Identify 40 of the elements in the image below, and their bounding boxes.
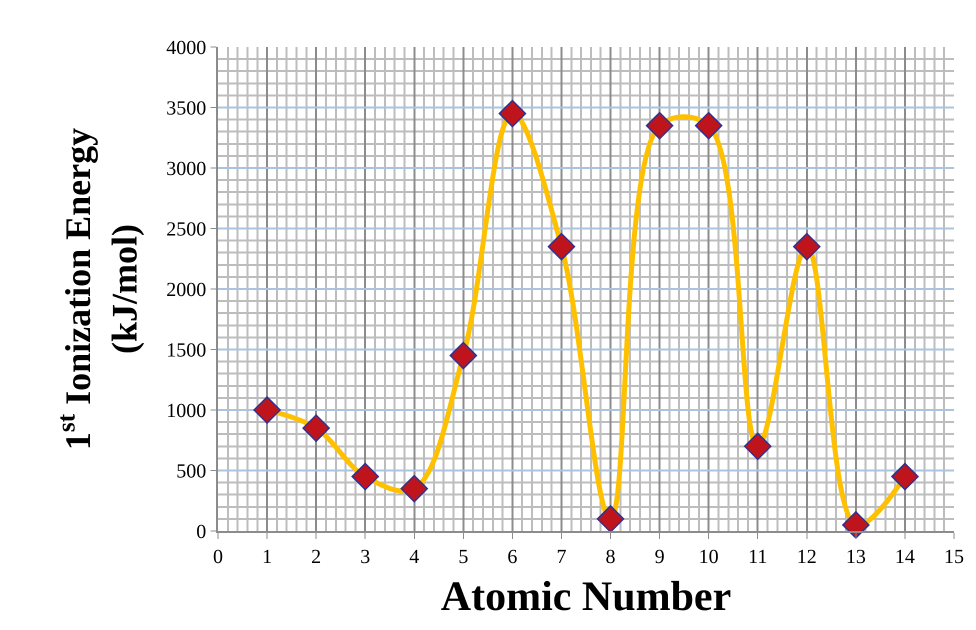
point [548, 232, 576, 260]
point [498, 100, 526, 128]
x-tick-label: 15 [944, 546, 964, 568]
x-tick-label: 7 [556, 546, 566, 568]
x-tick-label: 3 [360, 546, 370, 568]
x-tick-label: 13 [846, 546, 866, 568]
y-tick-label: 3500 [166, 98, 206, 120]
point [351, 462, 379, 490]
point [450, 342, 478, 370]
point [253, 396, 281, 424]
x-tick-label: 8 [606, 546, 616, 568]
x-axis-title: Atomic Number [440, 574, 732, 620]
y-tick-label: 0 [196, 521, 206, 543]
y-tick-label: 3000 [166, 158, 206, 180]
point [596, 505, 624, 533]
y-tick-label: 1500 [166, 340, 206, 362]
x-tick-label: 4 [409, 546, 420, 568]
x-tick-label: 10 [698, 546, 719, 568]
point [744, 432, 772, 460]
x-tick-label: 6 [507, 546, 518, 568]
y-tick-label: 500 [176, 460, 206, 482]
y-tick-label: 4000 [166, 37, 206, 59]
x-tick-label: 2 [311, 546, 322, 568]
x-tick-label: 11 [748, 546, 768, 568]
point [302, 414, 330, 442]
y-tick-label: 1000 [166, 400, 206, 422]
point [793, 232, 821, 260]
point [694, 112, 722, 140]
y-tick-label: 2000 [166, 279, 206, 301]
x-tick-label: 14 [894, 546, 915, 568]
point [891, 462, 919, 490]
x-tick-label: 1 [262, 546, 272, 568]
x-tick-label: 9 [654, 546, 665, 568]
x-tick-label: 12 [796, 546, 817, 568]
x-tick-label: 0 [213, 546, 223, 568]
point [400, 474, 428, 502]
point [842, 511, 870, 539]
y-tick-label: 2500 [166, 218, 206, 240]
point [646, 112, 674, 140]
x-tick-label: 5 [458, 546, 468, 568]
